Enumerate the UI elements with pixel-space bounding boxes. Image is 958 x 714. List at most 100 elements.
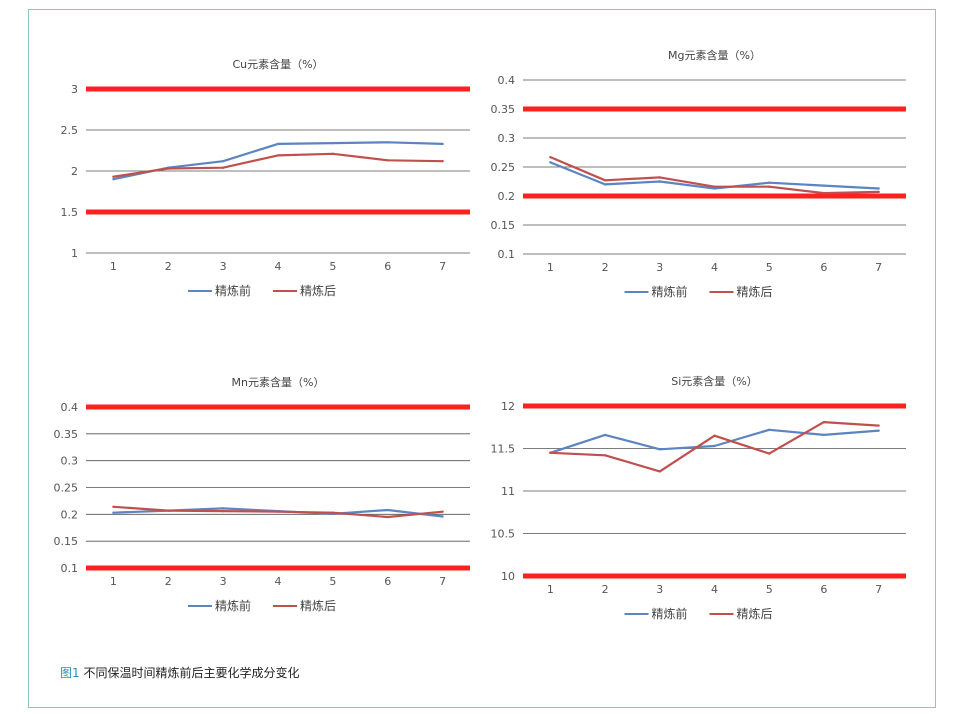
data-point: [822, 191, 826, 195]
x-tick-label: 3: [656, 261, 663, 274]
x-tick-label: 6: [820, 261, 827, 274]
data-point: [768, 181, 771, 184]
data-point: [713, 185, 716, 188]
x-tick-label: 1: [547, 261, 554, 274]
data-point: [386, 159, 389, 162]
data-point: [549, 451, 552, 454]
y-tick-label: 2.5: [61, 124, 79, 137]
x-tick-label: 1: [110, 260, 117, 273]
y-tick-label: 1.5: [61, 206, 79, 219]
figure-label: 图1: [60, 666, 80, 680]
data-point: [112, 178, 115, 181]
x-tick-label: 4: [275, 575, 282, 588]
x-tick-label: 1: [110, 575, 117, 588]
series-line: [549, 161, 879, 190]
data-point: [658, 470, 661, 473]
x-tick-label: 5: [766, 261, 773, 274]
data-point: [276, 154, 280, 157]
chart-title: Cu元素含量（%）: [232, 57, 323, 71]
data-point: [549, 161, 552, 164]
figure-caption: 图1 不同保温时间精炼前后主要化学成分变化: [60, 664, 299, 681]
data-point: [877, 424, 880, 427]
data-point: [822, 184, 826, 187]
data-point: [603, 179, 607, 182]
legend-label: 精炼后: [300, 283, 336, 298]
y-tick-label: 0.25: [54, 482, 79, 495]
data-point: [658, 180, 661, 183]
data-point: [877, 429, 880, 432]
data-point: [112, 511, 115, 514]
chart-title: Mn元素含量（%）: [232, 375, 325, 389]
data-point: [276, 510, 280, 513]
data-point: [221, 507, 225, 510]
data-point: [221, 166, 225, 169]
data-point: [822, 420, 826, 424]
x-tick-label: 7: [439, 575, 446, 588]
y-tick-label: 2: [71, 165, 78, 178]
data-point: [713, 434, 716, 437]
y-tick-label: 12: [501, 400, 515, 413]
data-point: [331, 141, 335, 145]
y-tick-label: 0.25: [491, 161, 516, 174]
data-point: [331, 511, 335, 514]
caption-text: 不同保温时间精炼前后主要化学成分变化: [79, 666, 300, 680]
mg-chart: Mg元素含量（%） 0.1 0.15 0.2 0.25 0.3 0.35 0.4 1 2 3 4 5 6 7…: [491, 48, 906, 299]
data-point: [877, 187, 880, 190]
y-tick-label: 11: [501, 485, 515, 498]
y-tick-label: 0.3: [61, 455, 79, 468]
data-point: [713, 444, 716, 448]
x-tick-label: 3: [220, 575, 227, 588]
data-point: [441, 142, 444, 146]
y-tick-label: 0.15: [54, 535, 79, 548]
chart-title: Si元素含量（%）: [671, 374, 758, 388]
data-point: [167, 167, 170, 170]
y-tick-label: 0.35: [491, 103, 516, 116]
legend-label: 精炼前: [215, 283, 251, 298]
data-point: [112, 505, 115, 509]
x-tick-label: 3: [656, 583, 663, 596]
legend-label: 精炼后: [737, 284, 773, 299]
data-point: [441, 159, 444, 163]
x-tick-label: 6: [384, 575, 391, 588]
data-point: [603, 454, 607, 457]
data-point: [167, 509, 170, 512]
y-tick-label: 10: [501, 570, 515, 583]
y-tick-label: 1: [71, 247, 78, 260]
x-tick-label: 7: [875, 583, 882, 596]
chart-title: Mg元素含量（%）: [668, 48, 761, 62]
data-point: [441, 515, 444, 518]
x-tick-label: 4: [275, 260, 282, 273]
x-tick-label: 7: [439, 260, 446, 273]
data-point: [768, 452, 771, 455]
y-tick-label: 10.5: [491, 528, 516, 541]
x-tick-label: 2: [602, 583, 609, 596]
data-point: [276, 142, 280, 146]
data-point: [603, 183, 607, 186]
data-point: [386, 515, 389, 519]
x-tick-label: 2: [165, 260, 172, 273]
legend-label: 精炼后: [737, 606, 773, 621]
y-tick-label: 0.2: [61, 508, 79, 521]
x-tick-label: 1: [547, 583, 554, 596]
data-point: [549, 155, 552, 159]
y-tick-label: 0.3: [498, 132, 516, 145]
data-point: [603, 433, 607, 437]
series-line: [113, 152, 443, 178]
x-tick-label: 5: [329, 575, 336, 588]
data-point: [822, 433, 826, 437]
y-tick-label: 0.4: [498, 74, 516, 87]
mn-chart: Mn元素含量（%） 0.1 0.15 0.2 0.25 0.3 0.35 0.4 1 2 3 4 5 6 7…: [54, 375, 470, 613]
figure-frame: [28, 9, 936, 708]
legend-label: 精炼前: [652, 606, 688, 621]
y-tick-label: 0.15: [491, 219, 516, 232]
legend-label: 精炼后: [300, 598, 336, 613]
data-point: [658, 176, 661, 179]
series-line: [550, 428, 879, 454]
legend-label: 精炼前: [215, 598, 251, 613]
legend-label: 精炼前: [652, 284, 688, 299]
data-point: [877, 190, 880, 194]
y-tick-label: 0.1: [61, 562, 79, 575]
data-point: [768, 185, 771, 188]
x-tick-label: 5: [766, 583, 773, 596]
y-tick-label: 0.4: [61, 401, 79, 414]
